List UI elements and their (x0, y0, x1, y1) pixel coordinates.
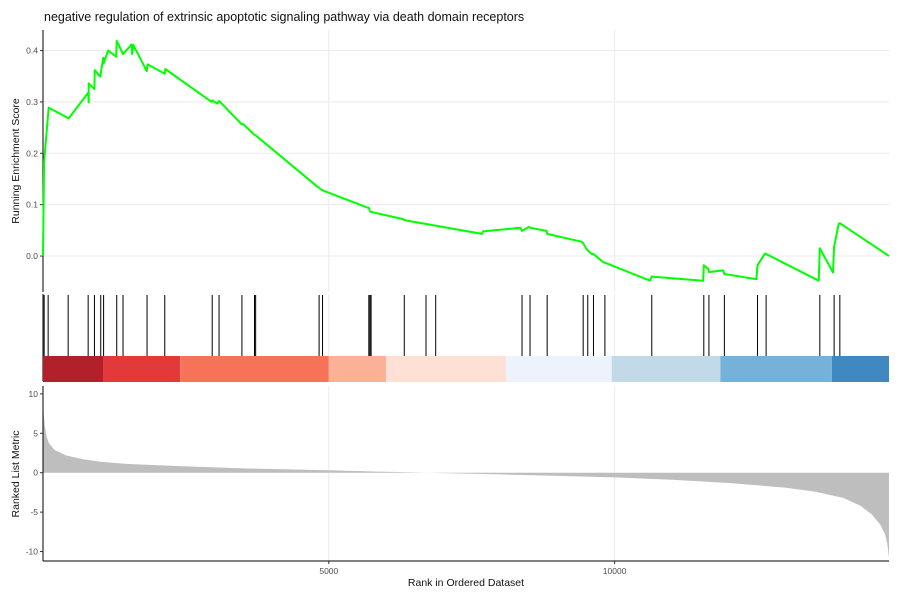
x-tick-label: 10000 (603, 566, 627, 576)
y-tick-label: 0.4 (26, 46, 38, 56)
running-score-y-ticks: 0.0 0.1 0.2 0.3 0.4 (26, 46, 43, 261)
y-tick-label: -5 (30, 507, 38, 517)
ranked-metric-panel: 10 5 0 -5 -10 5000 10000 Ranked List Metric R… (10, 386, 889, 589)
y-tick-label: 0.2 (26, 148, 38, 158)
y-tick-label: -10 (26, 547, 39, 557)
color-bar-segment (385, 356, 507, 382)
hits-panel (42, 294, 889, 382)
color-bar-segment (611, 356, 721, 382)
color-bar-segment (328, 356, 386, 382)
y-tick-label: 5 (33, 428, 38, 438)
y-tick-label: 10 (29, 389, 39, 399)
color-bar-segment (506, 356, 612, 382)
chart-title: negative regulation of extrinsic apoptot… (44, 10, 524, 24)
gene-hit-ticks (43, 295, 841, 356)
color-bar-segment (180, 356, 329, 382)
ranked-metric-y-ticks: 10 5 0 -5 -10 (26, 389, 43, 557)
y-tick-label: 0 (33, 468, 38, 478)
running-score-gridlines (43, 30, 889, 292)
ranked-metric-y-title: Ranked List Metric (10, 431, 22, 518)
color-bar-segment (720, 356, 832, 382)
x-axis-title: Rank in Ordered Dataset (408, 577, 524, 589)
ranking-color-bar (43, 356, 889, 382)
y-tick-label: 0.1 (26, 200, 38, 210)
color-bar-segment (103, 356, 181, 382)
x-tick-label: 5000 (319, 566, 338, 576)
running-enrichment-score-line (42, 39, 890, 282)
x-ticks: 5000 10000 (319, 561, 627, 576)
hits-gridlines (328, 294, 616, 356)
ranked-metric-area (43, 387, 889, 558)
running-score-y-title: Running Enrichment Score (10, 98, 22, 224)
color-bar-segment (831, 356, 889, 382)
color-bar-segment (43, 356, 104, 382)
running-score-panel: 0.0 0.1 0.2 0.3 0.4 Running Enrichment Score (10, 30, 890, 292)
y-tick-label: 0.3 (26, 97, 38, 107)
y-tick-label: 0.0 (26, 251, 38, 261)
